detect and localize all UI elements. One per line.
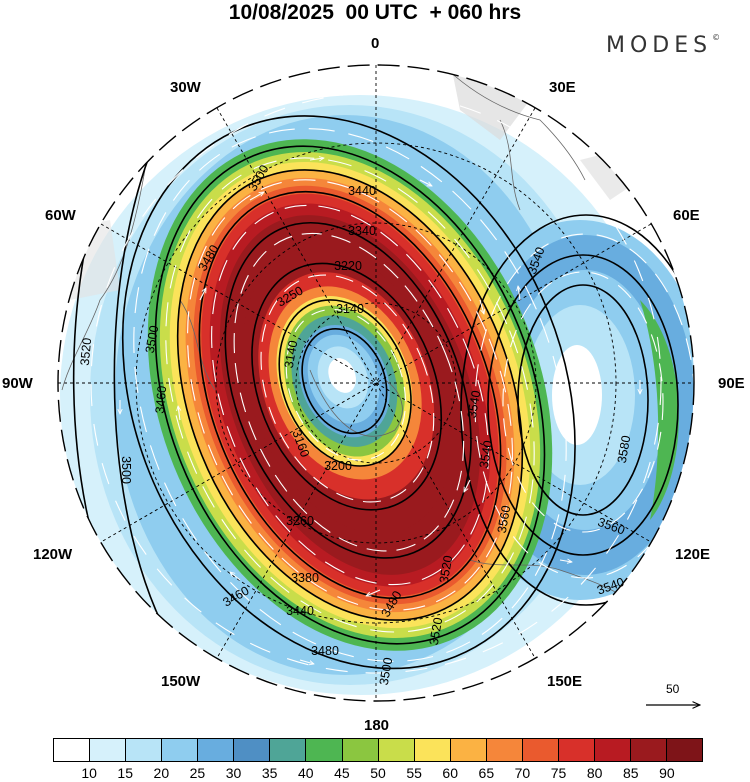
colorbar-tick-label: 60 bbox=[442, 765, 459, 781]
contour-label: 3520 bbox=[427, 616, 446, 646]
colorbar-swatch bbox=[126, 739, 163, 761]
colorbar-swatch bbox=[342, 739, 379, 761]
colorbar-tick-label: 35 bbox=[261, 765, 278, 781]
colorbar-swatch bbox=[90, 739, 127, 761]
lon-label-0: 0 bbox=[371, 35, 380, 52]
contour-label: 3340 bbox=[348, 224, 376, 238]
contour-label: 3520 bbox=[437, 554, 456, 584]
colorbar-swatch bbox=[522, 739, 559, 761]
colorbar-swatch bbox=[631, 739, 668, 761]
lon-label-120e: 120E bbox=[675, 546, 711, 563]
contour-label: 3260 bbox=[286, 514, 314, 528]
colorbar-tick-label: 80 bbox=[586, 765, 603, 781]
colorbar-swatch bbox=[234, 739, 271, 761]
colorbar-swatch bbox=[378, 739, 415, 761]
contour-label: 3440 bbox=[286, 604, 314, 618]
contour-label: 3460 bbox=[153, 385, 169, 414]
colorbar-tick-label: 75 bbox=[550, 765, 567, 781]
colorbar-swatch bbox=[667, 739, 703, 761]
colorbar-swatch bbox=[162, 739, 199, 761]
contour-label: 3140 bbox=[282, 339, 301, 369]
lon-label-60e: 60E bbox=[673, 207, 700, 224]
logo-text: MODES bbox=[606, 33, 713, 58]
colorbar-tick-label: 10 bbox=[81, 765, 97, 781]
colorbar-swatch bbox=[558, 739, 595, 761]
contour-label: 3140 bbox=[336, 302, 364, 316]
colorbar-tick-label: 85 bbox=[622, 765, 639, 781]
contour-label: 3560 bbox=[495, 504, 514, 534]
colorbar-swatch bbox=[270, 739, 307, 761]
colorbar-swatch bbox=[54, 739, 91, 761]
map-rim bbox=[57, 64, 695, 702]
colorbar-tick-label: 90 bbox=[659, 765, 675, 781]
contour-label: 3520 bbox=[78, 337, 94, 366]
lon-label-30w: 30W bbox=[170, 79, 201, 96]
wind-streamlines bbox=[90, 92, 694, 674]
colorbar-tick-label: 15 bbox=[117, 765, 134, 781]
contour-label: 3380 bbox=[291, 571, 319, 585]
colorbar-tick-label: 65 bbox=[478, 765, 495, 781]
colorbar-tick-label: 40 bbox=[297, 765, 314, 781]
contour-label: 3480 bbox=[311, 644, 339, 658]
copyright-mark: © bbox=[712, 32, 721, 42]
colorbar-tick-label: 30 bbox=[225, 765, 242, 781]
wind-arrowheads bbox=[120, 158, 640, 664]
colorbar-tick-label: 45 bbox=[334, 765, 350, 781]
modes-logo: MODES© bbox=[606, 33, 720, 58]
contour-label: 3540 bbox=[465, 389, 484, 419]
colorbar-tick-label: 55 bbox=[406, 765, 422, 781]
map-title: 10/08/2025 00 UTC + 060 hrs bbox=[228, 1, 522, 24]
colorbar-swatch bbox=[306, 739, 343, 761]
colorbar-swatch bbox=[414, 739, 451, 761]
colorbar-tick-label: 50 bbox=[370, 765, 386, 781]
lon-label-90w: 90W bbox=[2, 375, 33, 392]
contour-label: 3540 bbox=[477, 439, 496, 469]
lon-label-150e: 150E bbox=[547, 673, 583, 690]
colorbar-tick-label: 70 bbox=[514, 765, 531, 781]
colorbar bbox=[53, 738, 703, 762]
reference-vector-value: 50 bbox=[666, 682, 680, 696]
lon-label-120w: 120W bbox=[33, 546, 73, 563]
lon-label-90e: 90E bbox=[718, 375, 745, 392]
colorbar-tick-label: 20 bbox=[153, 765, 170, 781]
contour-label: 3500 bbox=[143, 324, 162, 354]
colorbar-tick-label: 25 bbox=[189, 765, 206, 781]
contour-label: 3500 bbox=[377, 656, 396, 686]
contour-label: 3200 bbox=[324, 459, 352, 473]
colorbar-swatch bbox=[594, 739, 631, 761]
lon-label-30e: 30E bbox=[549, 79, 576, 96]
colorbar-swatch bbox=[198, 739, 235, 761]
contour-label: 3580 bbox=[615, 434, 634, 464]
lon-label-180: 180 bbox=[364, 717, 390, 734]
contour-label: 3500 bbox=[119, 456, 133, 484]
colorbar-swatch bbox=[486, 739, 523, 761]
lon-label-60w: 60W bbox=[45, 207, 76, 224]
colorbar-swatch bbox=[450, 739, 487, 761]
contour-label: 3220 bbox=[334, 259, 362, 273]
lon-label-150w: 150W bbox=[161, 673, 201, 690]
contour-label: 3440 bbox=[348, 184, 376, 198]
